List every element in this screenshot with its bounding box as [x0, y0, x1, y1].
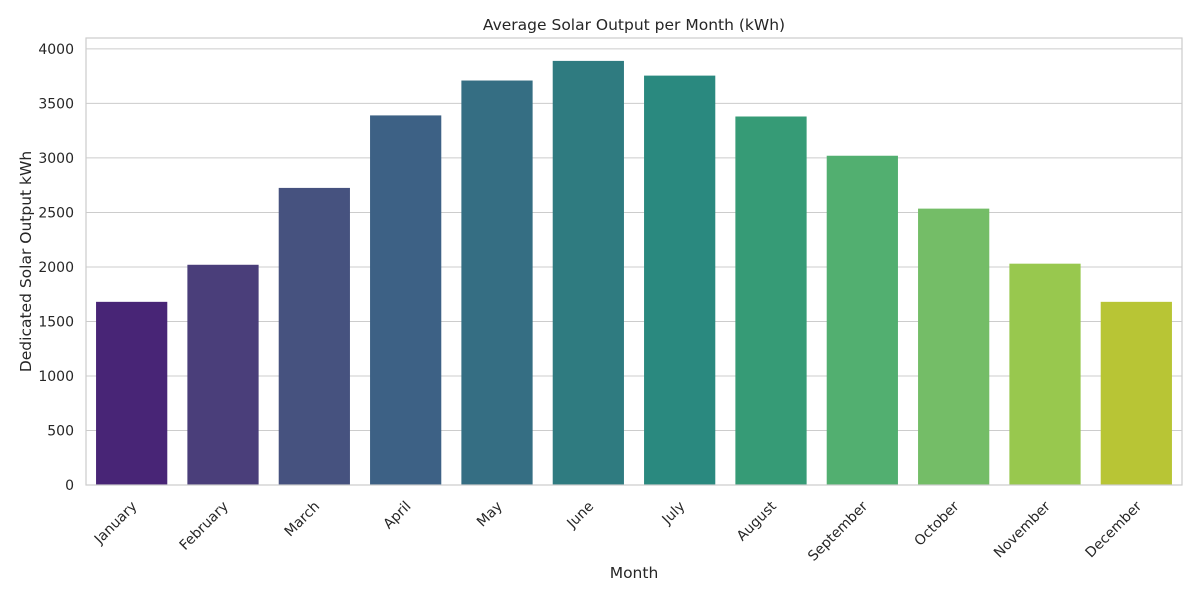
bar-april — [370, 115, 442, 485]
y-tick-label: 0 — [65, 478, 74, 494]
bar-november — [1009, 263, 1081, 485]
y-tick-label: 500 — [47, 423, 74, 439]
bar-june — [552, 60, 624, 486]
bars — [96, 60, 1172, 486]
chart-title: Average Solar Output per Month (kWh) — [483, 16, 785, 34]
bar-february — [187, 264, 259, 485]
bar-january — [96, 301, 168, 485]
y-tick-label: 1500 — [38, 314, 74, 330]
x-axis-label: Month — [610, 564, 659, 582]
y-tick-label: 2000 — [38, 260, 74, 276]
y-axis-label: Dedicated Solar Output kWh — [17, 151, 35, 372]
bar-september — [826, 155, 898, 485]
bar-may — [461, 80, 533, 486]
y-tick-labels: 0 500 1000 1500 2000 2500 3000 3500 4000 — [38, 42, 74, 494]
bar-december — [1100, 301, 1172, 485]
bar-july — [644, 75, 716, 486]
y-tick-label: 3500 — [38, 96, 74, 112]
plot-frame — [85, 37, 1183, 486]
y-tick-label: 4000 — [38, 42, 74, 58]
y-tick-label: 2500 — [38, 205, 74, 221]
bar-march — [278, 187, 350, 485]
y-tick-label: 3000 — [38, 151, 74, 167]
bar-october — [918, 208, 990, 485]
y-tick-label: 1000 — [38, 369, 74, 385]
bar-august — [735, 116, 807, 485]
